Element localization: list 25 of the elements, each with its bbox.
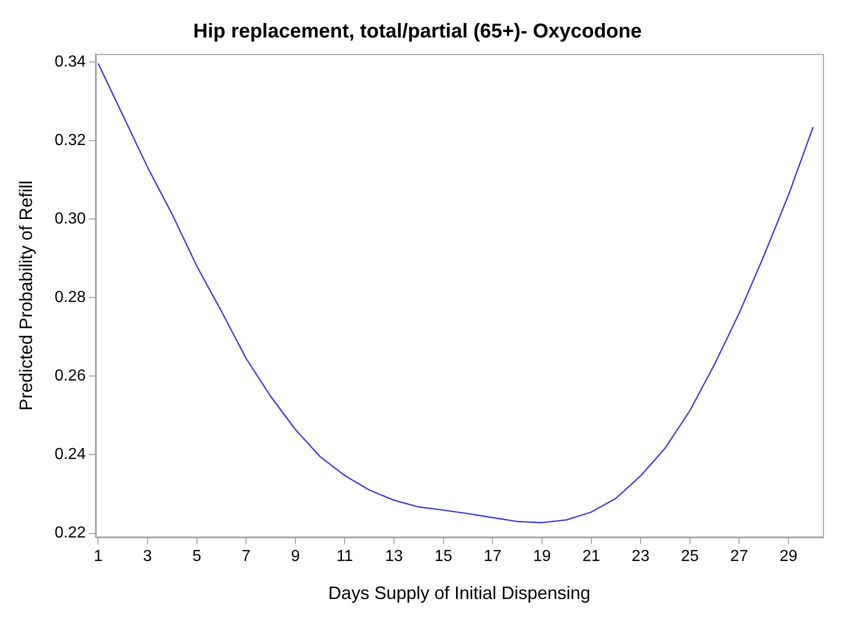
y-tick-label: 0.30 xyxy=(54,210,86,228)
x-tick-label: 7 xyxy=(242,548,251,566)
x-tick-label: 1 xyxy=(94,548,103,566)
x-tick-label: 25 xyxy=(680,548,699,566)
x-axis-title: Days Supply of Initial Dispensing xyxy=(328,583,590,604)
x-tick-label: 11 xyxy=(336,548,354,566)
x-tick-label: 5 xyxy=(192,548,202,566)
x-tick-label: 29 xyxy=(780,548,798,566)
y-axis-title: Predicted Probability of Refill xyxy=(16,180,36,411)
y-tick-label: 0.32 xyxy=(54,132,86,149)
y-tick-label: 0.24 xyxy=(54,446,86,464)
x-tick-label: 13 xyxy=(385,548,404,566)
y-tick-label: 0.28 xyxy=(54,288,86,306)
x-tick-label: 27 xyxy=(730,548,748,566)
x-tick-label: 3 xyxy=(143,548,152,566)
x-tick-label: 23 xyxy=(632,548,650,566)
x-tick-label: 19 xyxy=(533,548,551,566)
x-tick-label: 17 xyxy=(484,548,502,566)
y-tick-label: 0.26 xyxy=(54,368,86,385)
y-tick-label: 0.22 xyxy=(54,524,86,542)
chart-title: Hip replacement, total/partial (65+)- Oxycodone xyxy=(193,20,642,43)
x-tick-label: 15 xyxy=(434,548,452,566)
x-tick-label: 21 xyxy=(582,548,600,566)
x-tick-label: 9 xyxy=(290,548,300,566)
y-tick-label: 0.34 xyxy=(54,53,86,70)
